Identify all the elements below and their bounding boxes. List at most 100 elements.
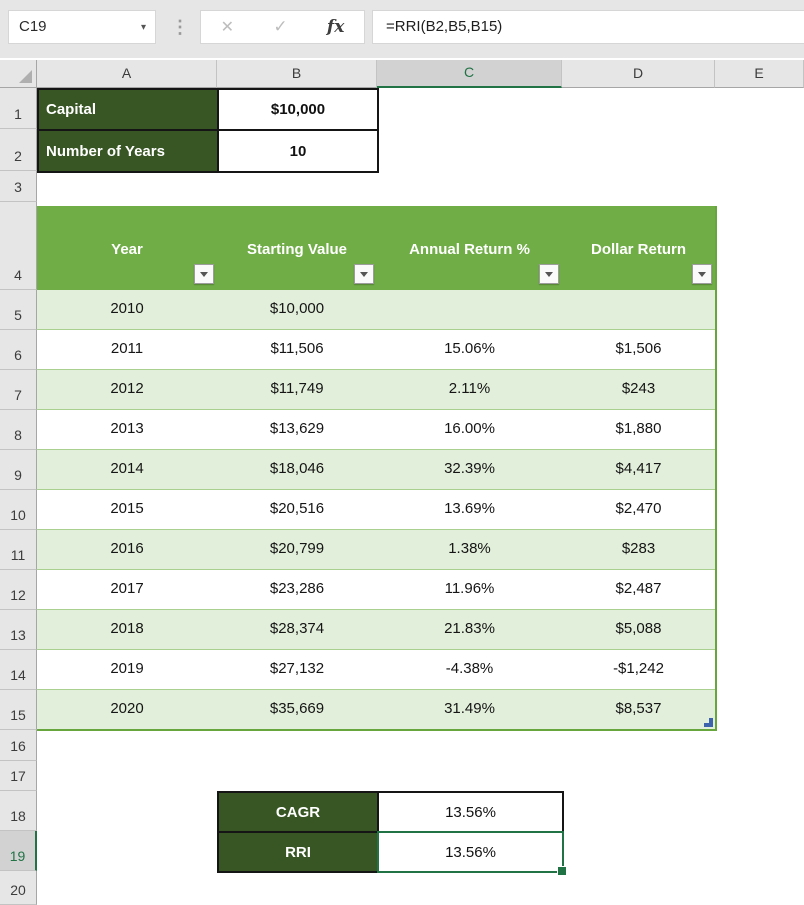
table-cell[interactable]: 2016	[110, 540, 144, 557]
table-cell[interactable]: 1.38%	[448, 540, 491, 557]
cell-a2-years-label[interactable]: Number of Years	[37, 129, 219, 173]
table-header-starting-value[interactable]: Starting Value	[217, 206, 377, 290]
column-header-a[interactable]: A	[37, 60, 217, 88]
table-cell[interactable]: $35,669	[269, 700, 325, 717]
table-cell[interactable]: $11,506	[270, 340, 324, 357]
table-cell[interactable]: 21.83%	[444, 620, 495, 637]
row-header-1[interactable]: 1	[0, 88, 37, 129]
table-cell[interactable]: 2011	[110, 340, 144, 357]
table-cell[interactable]: 2013	[110, 420, 144, 437]
table-cell[interactable]: $4,417	[615, 460, 662, 477]
table-row: 2020 $35,669 31.49% $8,537	[37, 689, 715, 729]
table-cell[interactable]: $20,516	[269, 500, 325, 517]
table-cell[interactable]: $5,088	[615, 620, 662, 637]
filter-dropdown-button[interactable]	[692, 264, 712, 284]
table-cell[interactable]: 2.11%	[448, 380, 491, 397]
table-cell[interactable]: $2,470	[615, 500, 662, 517]
row-header-7[interactable]: 7	[0, 370, 37, 410]
table-cell[interactable]: $283	[621, 540, 656, 557]
table-cell[interactable]: 2020	[110, 700, 144, 717]
column-header-b[interactable]: B	[217, 60, 377, 88]
row-header-strip: 1 2 3 4 5 6 7 8 9 10 11 12 13 14 15 16 17 18 19 20	[0, 88, 37, 905]
row-header-4[interactable]: 4	[0, 202, 37, 290]
select-all-corner[interactable]	[0, 60, 37, 88]
table-cell[interactable]: 2014	[110, 460, 144, 477]
column-header-c[interactable]: C	[377, 60, 562, 88]
row-header-10[interactable]: 10	[0, 490, 37, 530]
table-cell[interactable]: 2018	[110, 620, 144, 637]
table-cell[interactable]: $8,537	[615, 700, 662, 717]
row-header-8[interactable]: 8	[0, 410, 37, 450]
cell-b2-years-value[interactable]: 10	[217, 129, 379, 173]
table-cell[interactable]: $27,132	[269, 660, 325, 677]
table-cell[interactable]: 2010	[110, 300, 144, 317]
table-cell[interactable]: 2017	[110, 580, 144, 597]
table-header-label: Dollar Return	[590, 241, 686, 258]
name-box[interactable]: C19 ▾	[8, 10, 156, 44]
fill-handle[interactable]	[557, 866, 567, 876]
row-header-20[interactable]: 20	[0, 871, 37, 905]
table-cell[interactable]: 11.96%	[444, 580, 495, 597]
table-cell[interactable]: $20,799	[269, 540, 325, 557]
table-cell[interactable]: 2012	[110, 380, 144, 397]
table-cell[interactable]: 31.49%	[444, 700, 495, 717]
table-cell[interactable]: 16.00%	[444, 420, 495, 437]
row-header-11[interactable]: 11	[0, 530, 37, 570]
table-cell[interactable]: $13,629	[269, 420, 325, 437]
table-cell[interactable]: $18,046	[269, 460, 325, 477]
row-header-9[interactable]: 9	[0, 450, 37, 490]
table-header-annual-return[interactable]: Annual Return %	[377, 206, 562, 290]
cell-b1-capital-value[interactable]: $10,000	[217, 88, 379, 131]
table-cell[interactable]: 13.69%	[444, 500, 495, 517]
name-box-dropdown-icon[interactable]: ▾	[140, 22, 146, 33]
row-header-17[interactable]: 17	[0, 761, 37, 791]
cell-c18-cagr-value[interactable]: 13.56%	[377, 791, 564, 833]
table-cell[interactable]: $243	[621, 380, 656, 397]
column-header-d[interactable]: D	[562, 60, 715, 88]
table-cell[interactable]: $1,506	[615, 340, 662, 357]
table-cell[interactable]: $10,000	[269, 300, 325, 317]
cell-grid[interactable]: Capital $10,000 Number of Years 10 Year S…	[37, 88, 804, 905]
row-header-18[interactable]: 18	[0, 791, 37, 831]
table-resize-handle[interactable]	[704, 718, 713, 727]
row-header-14[interactable]: 14	[0, 650, 37, 690]
column-header-e[interactable]: E	[715, 60, 804, 88]
table-cell[interactable]: $11,749	[270, 380, 324, 397]
table-cell[interactable]: 2015	[110, 500, 144, 517]
table-cell[interactable]: $1,880	[615, 420, 662, 437]
row-header-12[interactable]: 12	[0, 570, 37, 610]
table-cell[interactable]	[377, 290, 562, 329]
filter-dropdown-button[interactable]	[354, 264, 374, 284]
row-header-15[interactable]: 15	[0, 690, 37, 730]
table-cell[interactable]: -4.38%	[445, 660, 494, 677]
table-body: 2010 $10,000 2011 $11,506 15.06% $1,506 2012 $1…	[37, 290, 715, 729]
cell-a1-capital-label[interactable]: Capital	[37, 88, 219, 131]
table-cell[interactable]: 2019	[110, 660, 144, 677]
cell-b18-cagr-label[interactable]: CAGR	[217, 791, 379, 833]
filter-dropdown-button[interactable]	[194, 264, 214, 284]
table-header-dollar-return[interactable]: Dollar Return	[562, 206, 715, 290]
table-cell[interactable]: 32.39%	[444, 460, 495, 477]
table-cell[interactable]: $28,374	[269, 620, 325, 637]
insert-function-icon[interactable]: fx	[326, 17, 345, 37]
cell-c19-rri-value-selected[interactable]: 13.56%	[377, 831, 567, 876]
formula-input[interactable]: =RRI(B2,B5,B15)	[372, 10, 804, 44]
row-header-13[interactable]: 13	[0, 610, 37, 650]
row-header-2[interactable]: 2	[0, 129, 37, 171]
row-header-3[interactable]: 3	[0, 171, 37, 202]
row-header-19[interactable]: 19	[0, 831, 37, 871]
table-header-year[interactable]: Year	[37, 206, 217, 290]
row-header-6[interactable]: 6	[0, 330, 37, 370]
row-header-5[interactable]: 5	[0, 290, 37, 330]
row-header-16[interactable]: 16	[0, 730, 37, 761]
cell-b19-rri-label[interactable]: RRI	[217, 831, 379, 873]
table-cell[interactable]: $23,286	[269, 580, 325, 597]
table-cell[interactable]: $2,487	[615, 580, 662, 597]
enter-icon[interactable]: ✓	[273, 17, 288, 36]
table-cell[interactable]: 15.06%	[444, 340, 495, 357]
filter-dropdown-button[interactable]	[539, 264, 559, 284]
table-cell[interactable]	[562, 290, 715, 329]
name-box-value: C19	[19, 18, 47, 35]
table-cell[interactable]: -$1,242	[613, 660, 664, 677]
cancel-icon[interactable]: ✕	[220, 19, 235, 36]
